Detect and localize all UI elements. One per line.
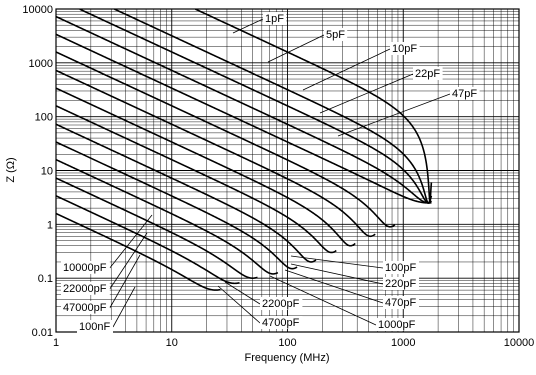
series-label: 22pF [415,68,440,80]
x-tick-label: 100 [278,337,296,349]
series-labels: 1pF 5pF 10pF 22pF 47pF 100pF 220pF 470pF 1000pF 2… [61,12,480,333]
impedance-curves [55,8,433,291]
leader-47000pF [109,254,141,309]
y-tick-label: 100 [35,112,53,124]
curve-100nF [55,212,222,291]
series-label: 22000pF [63,283,107,295]
series-label: 47000pF [63,302,107,314]
label-leaders [109,18,451,328]
y-tick-label: 0.1 [38,273,53,285]
curve-2200pF [55,123,317,263]
leader-10000pF [109,214,153,269]
curve-1000pF [55,105,337,254]
curve-470pF [55,87,356,247]
label-bg [61,301,110,314]
y-tick-label: 10 [41,166,53,178]
series-label: 100nF [79,321,110,333]
leader-22pF [319,73,414,114]
y-tick-label: 0.01 [32,327,53,339]
label-bg [450,87,480,100]
grid [56,9,519,332]
curve-1pF [194,8,433,203]
curve-10pF [79,8,433,204]
leader-5pF [267,34,325,63]
series-label: 100pF [385,262,416,274]
y-tick-label: 10000 [22,4,53,16]
x-tick-label: 1 [53,337,59,349]
series-label: 47pF [452,88,477,100]
y-tick-label: 1 [47,219,53,231]
label-bg [260,297,303,310]
label-bg [260,316,303,329]
leader-220pF [290,263,384,285]
label-bg [61,282,110,295]
curve-22pF [55,15,432,204]
leader-100nF [112,286,136,328]
curve-4700pF [55,141,298,270]
leader-1000pF [269,275,377,326]
series-label: 5pF [326,29,345,41]
series-label: 4700pF [262,317,300,329]
series-label: 470pF [385,297,416,309]
series-label: 10000pF [63,262,107,274]
leader-1pF [232,18,264,34]
series-label: 1pF [265,13,284,25]
leader-47pF [337,93,451,137]
x-tick-label: 10 [166,337,178,349]
leader-100pF [290,255,384,269]
leader-22000pF [109,232,148,290]
series-label: 1000pF [378,319,416,331]
series-label: 2200pF [262,298,300,310]
curve-10000pF [55,158,279,275]
x-tick-label: 10000 [504,337,535,349]
label-bg [376,318,419,331]
plot-frame [55,8,520,333]
label-bg [263,12,287,25]
label-bg [383,296,419,309]
leader-470pF [284,269,384,304]
curve-5pF [114,8,433,204]
label-bg [324,28,348,41]
label-bg [383,277,419,290]
curve-47000pF [55,195,241,285]
series-label: 10pF [392,43,417,55]
y-tick-label: 1000 [29,58,53,70]
label-bg [383,261,419,274]
leader-2200pF [224,281,261,305]
leader-4700pF [217,285,261,324]
curve-47pF [55,33,432,204]
label-bg [61,261,110,274]
label-bg [77,320,113,333]
curve-22000pF [55,177,259,279]
x-axis-title: Frequency (MHz) [245,352,330,364]
label-bg [413,67,443,80]
curve-100pF [55,51,396,228]
y-axis-title: Z (Ω) [5,157,17,182]
label-bg [390,42,420,55]
series-label: 220pF [385,278,416,290]
leader-10pF [302,48,391,91]
curve-220pF [55,69,376,238]
x-tick-label: 1000 [391,337,415,349]
tick-labels: 1 10 100 1000 10000 10000 1000 100 10 1 0.1 0.01 [22,4,534,349]
